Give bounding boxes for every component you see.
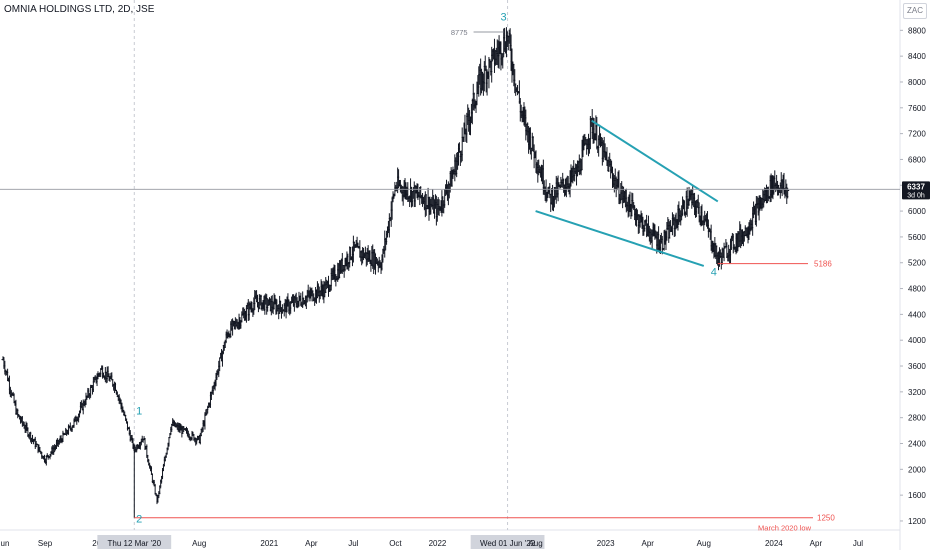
wedge-lower-trendline [535,210,705,267]
price-axis: 1200 1600 2000 2400 2800 3200 3600 4000 4400 4800… [900,26,930,526]
wedge-upper-trendline [591,119,719,203]
price-tick-label: 2400 [908,439,926,448]
time-tick-label: Apr [305,539,318,548]
price-tick-label: 6800 [908,155,926,164]
wave-label: 1 [136,405,142,417]
price-tick-label: 2800 [908,414,926,423]
time-tick-label: 2024 [765,539,783,548]
time-tick-label: 2021 [260,539,278,548]
price-tick-label: 5200 [908,259,926,268]
price-tick-label: 7200 [908,130,926,139]
date-highlight [97,535,172,549]
ohlc-bars [1,27,790,518]
ohlc-bar [731,233,735,254]
wave-label: 3 [501,12,507,24]
price-tick-label: 4800 [908,285,926,294]
wave-label: 2 [136,513,142,525]
bar-countdown: 3d 0h [907,192,925,199]
date-highlight [470,535,545,549]
time-tick-label: Apr [810,539,823,548]
price-tick-label: 8400 [908,52,926,61]
time-tick-label: Jul [853,539,863,548]
time-tick-label: Wed 01 Jun '22 [480,539,536,548]
annotation-layer: 1250 March 2020 low 5186 8775 1 2 3 4 [0,12,900,533]
time-axis: JunSep2020Thu 12 Mar '20Aug2021AprJulOct… [0,535,863,549]
price-tick-label: 8800 [908,26,926,35]
grid-layer [0,0,901,550]
price-tick-label: 3600 [908,362,926,371]
price-tick-label: 3200 [908,388,926,397]
time-tick-label: Oct [389,539,402,548]
support-label-1250: 1250 [817,514,835,523]
time-tick-label: Aug [528,539,542,548]
price-tick-label: 6000 [908,207,926,216]
high-label: 8775 [451,28,468,37]
support-label-5186: 5186 [814,260,832,269]
time-tick-label: 2023 [597,539,615,548]
last-price-tag [902,181,930,200]
price-tick-label: 1200 [908,517,926,526]
price-tick-label: 1600 [908,491,926,500]
time-tick-label: Sep [38,539,53,548]
time-tick-label: Aug [192,539,206,548]
time-tick-label: Jun [0,539,9,548]
price-tick-label: 8000 [908,78,926,87]
time-tick-label: Aug [697,539,711,548]
time-tick-label: Jul [348,539,358,548]
last-price-value: 6337 [907,182,925,191]
time-tick-label: Apr [641,539,654,548]
wave-label: 4 [711,267,717,279]
price-tick-label: 4400 [908,310,926,319]
price-tick-label: 4000 [908,336,926,345]
time-tick-label: Thu 12 Mar '20 [107,539,161,548]
price-tick-label: 7600 [908,104,926,113]
currency-button[interactable]: ZAC [903,3,927,19]
price-tick-label: 5600 [908,233,926,242]
support-note: March 2020 low [758,524,812,533]
price-tick-label: 2000 [908,465,926,474]
time-tick-label: 2022 [429,539,447,548]
chart-title: OMNIA HOLDINGS LTD, 2D, JSE [4,4,155,15]
